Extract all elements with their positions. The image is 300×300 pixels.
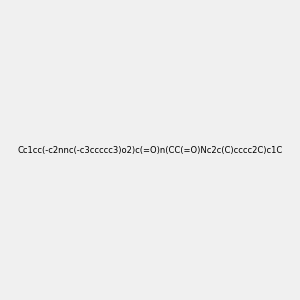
Text: Cc1cc(-c2nnc(-c3ccccc3)o2)c(=O)n(CC(=O)Nc2c(C)cccc2C)c1C: Cc1cc(-c2nnc(-c3ccccc3)o2)c(=O)n(CC(=O)N… bbox=[17, 146, 283, 154]
